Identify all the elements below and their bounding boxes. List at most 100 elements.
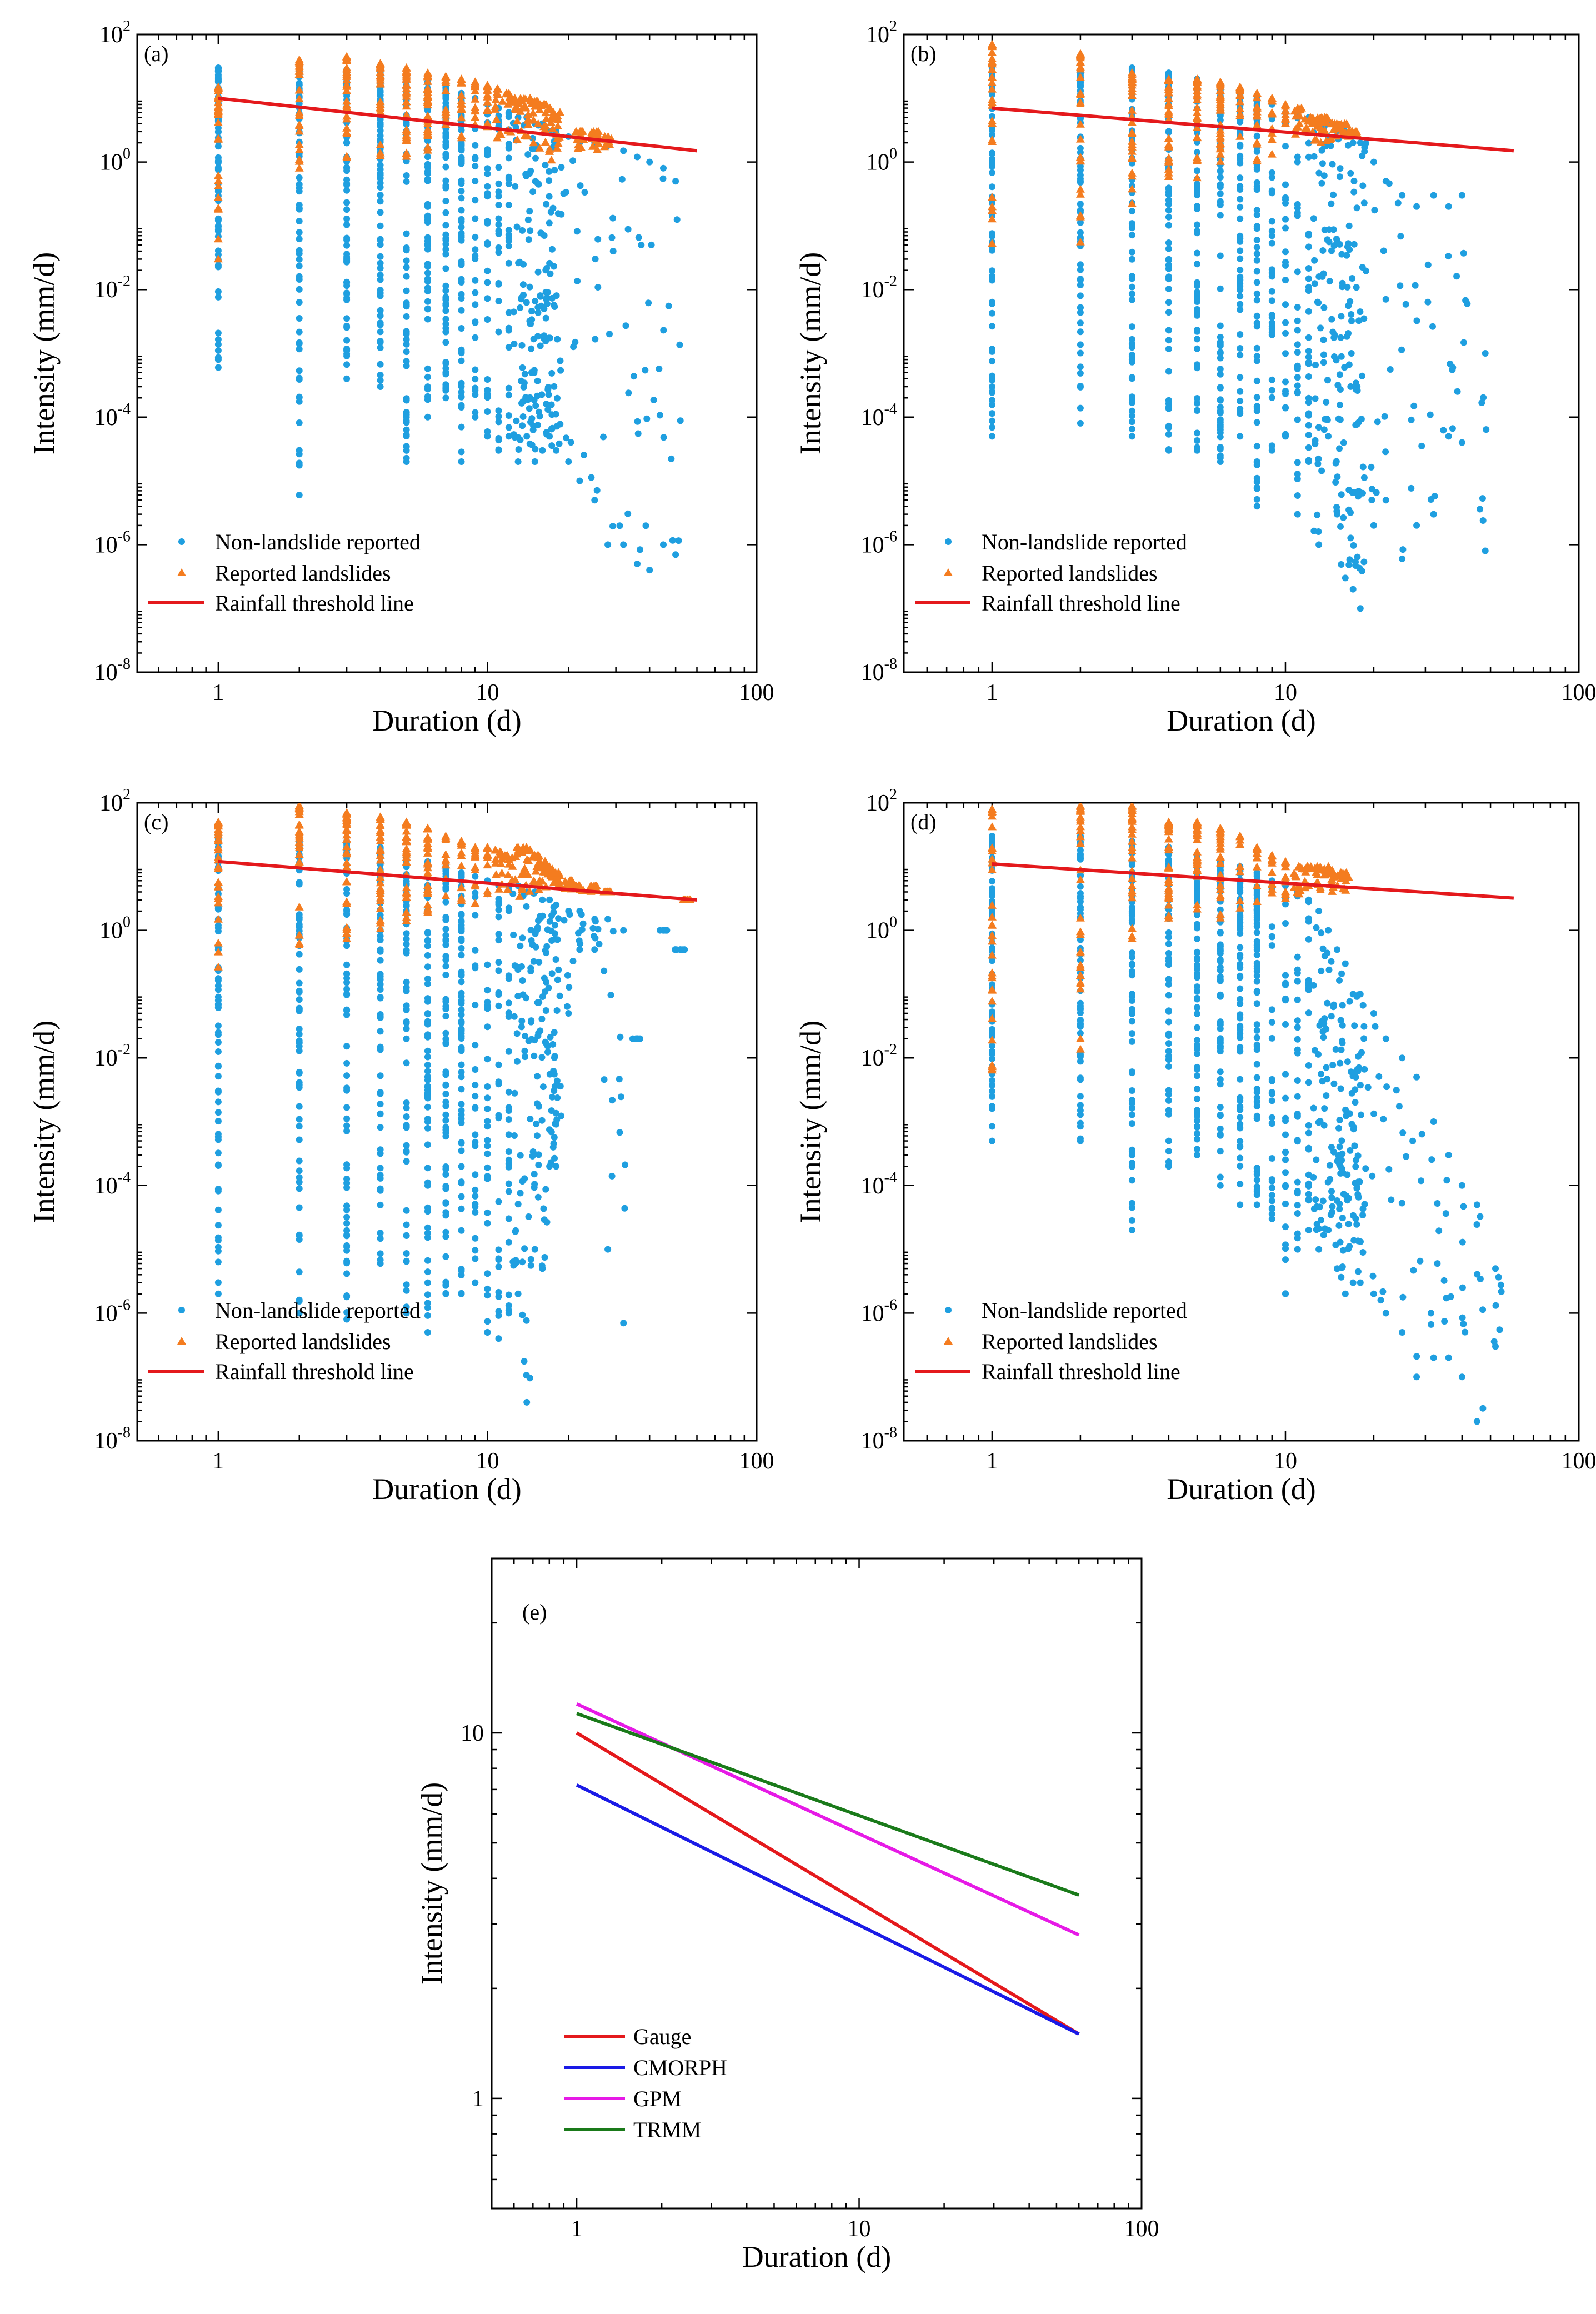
- non-landslide-point: [533, 1132, 541, 1139]
- landslide-point: [504, 859, 514, 868]
- non-landslide-point: [296, 1204, 303, 1211]
- landslide-point: [423, 844, 432, 852]
- non-landslide-point: [1237, 1047, 1244, 1054]
- non-landslide-point: [555, 915, 562, 922]
- landslide-point: [988, 193, 997, 201]
- non-landslide-point: [511, 1089, 518, 1097]
- non-landslide-point: [578, 926, 586, 933]
- non-landslide-point: [377, 287, 384, 294]
- non-landslide-point: [484, 1023, 491, 1031]
- non-landslide-point: [1128, 64, 1135, 71]
- landslide-point: [552, 143, 562, 152]
- non-landslide-point: [1413, 522, 1420, 529]
- non-landslide-point: [495, 931, 502, 938]
- non-landslide-point: [403, 1122, 410, 1129]
- non-landslide-point: [1357, 308, 1364, 316]
- non-landslide-point: [214, 354, 222, 361]
- non-landslide-point: [484, 1056, 491, 1063]
- plot-area: [988, 39, 1514, 612]
- landslide-point: [402, 68, 411, 76]
- non-landslide-point: [214, 222, 222, 229]
- non-landslide-point: [1128, 1038, 1135, 1045]
- non-landslide-point: [539, 447, 546, 454]
- non-landslide-point: [1253, 186, 1260, 193]
- non-landslide-point: [343, 971, 351, 978]
- non-landslide-point: [296, 1236, 303, 1243]
- non-landslide-point: [1165, 69, 1172, 77]
- non-landslide-point: [1165, 222, 1172, 229]
- non-landslide-point: [1194, 282, 1200, 289]
- landslide-point: [593, 129, 602, 137]
- non-landslide-point: [1294, 304, 1301, 311]
- landslide-point: [471, 848, 480, 857]
- landslide-point: [376, 836, 385, 844]
- non-landslide-point: [442, 246, 449, 253]
- non-landslide-point: [1312, 441, 1319, 447]
- non-landslide-point: [519, 227, 526, 234]
- non-landslide-point: [672, 551, 679, 558]
- non-landslide-point: [442, 321, 449, 328]
- non-landslide-point: [484, 1220, 491, 1227]
- y-tick-label: 100: [866, 914, 897, 944]
- non-landslide-point: [377, 1101, 384, 1108]
- non-landslide-point: [1305, 458, 1312, 465]
- non-landslide-point: [343, 139, 351, 146]
- non-landslide-point: [1347, 169, 1354, 177]
- non-landslide-point: [1237, 1024, 1244, 1031]
- non-landslide-point: [1350, 542, 1357, 549]
- non-landslide-point: [1268, 1006, 1275, 1013]
- non-landslide-point: [472, 873, 479, 880]
- landslide-point: [423, 142, 432, 151]
- non-landslide-point: [472, 912, 479, 919]
- non-landslide-point: [1413, 317, 1420, 324]
- non-landslide-point: [296, 315, 303, 322]
- non-landslide-point: [1077, 383, 1084, 389]
- non-landslide-point: [1368, 463, 1375, 471]
- non-landslide-point: [343, 986, 351, 993]
- non-landslide-point: [1194, 970, 1200, 977]
- landslide-point: [1291, 124, 1300, 133]
- non-landslide-point: [622, 1161, 629, 1168]
- non-landslide-point: [1128, 412, 1135, 419]
- landslide-point: [376, 814, 385, 823]
- non-landslide-point: [296, 376, 303, 383]
- non-landslide-point: [505, 173, 512, 181]
- non-landslide-point: [1305, 334, 1312, 341]
- non-landslide-point: [1128, 323, 1135, 331]
- legend-marker-non-landslide: [178, 1307, 185, 1313]
- landslide-point: [565, 876, 574, 884]
- non-landslide-point: [1253, 319, 1260, 327]
- non-landslide-point: [522, 994, 529, 1002]
- non-landslide-point: [1294, 492, 1301, 499]
- non-landslide-point: [442, 1098, 449, 1106]
- non-landslide-point: [1077, 179, 1084, 186]
- non-landslide-point: [377, 1250, 384, 1257]
- landslide-point: [1193, 123, 1202, 131]
- non-landslide-point: [495, 1288, 502, 1296]
- non-landslide-point: [1352, 379, 1359, 387]
- non-landslide-point: [521, 1245, 528, 1252]
- non-landslide-point: [539, 1265, 546, 1272]
- non-landslide-point: [672, 178, 679, 185]
- non-landslide-point: [472, 1002, 479, 1009]
- non-landslide-point: [1320, 172, 1328, 179]
- non-landslide-point: [377, 192, 384, 199]
- non-landslide-point: [1165, 1097, 1172, 1104]
- non-landslide-point: [646, 567, 653, 574]
- non-landslide-point: [343, 1072, 351, 1079]
- non-landslide-point: [296, 419, 303, 426]
- non-landslide-point: [1194, 1117, 1200, 1124]
- non-landslide-point: [505, 231, 512, 238]
- landslide-point: [213, 193, 223, 201]
- non-landslide-point: [442, 95, 449, 102]
- non-landslide-point: [1282, 181, 1289, 188]
- landslide-point: [1127, 84, 1137, 92]
- non-landslide-point: [484, 170, 491, 177]
- non-landslide-point: [505, 144, 512, 151]
- non-landslide-point: [1330, 353, 1338, 360]
- non-landslide-point: [1294, 349, 1301, 356]
- non-landslide-point: [458, 218, 465, 225]
- non-landslide-point: [296, 881, 303, 888]
- y-tick-label: 10-4: [94, 401, 131, 431]
